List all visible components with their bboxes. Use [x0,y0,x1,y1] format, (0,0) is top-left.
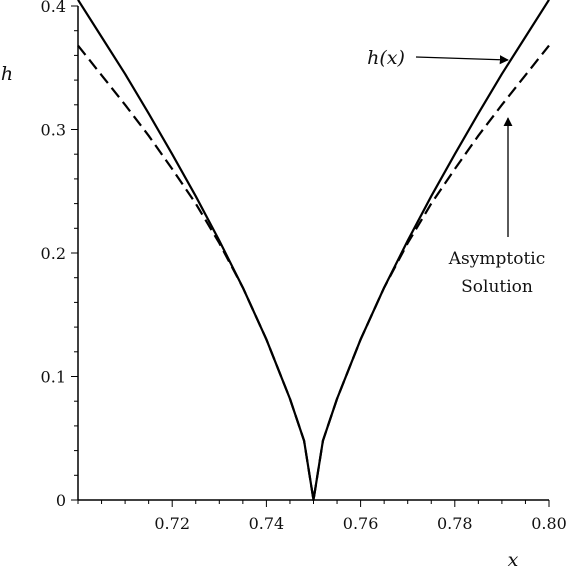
annotation-hx-label: h(x) [367,47,405,69]
x-tick-label: 0.74 [249,514,285,533]
x-tick-label: 0.72 [154,514,190,533]
x-tick-label: 0.78 [437,514,473,533]
annotation-hx-arrow [415,55,509,65]
y-axis-label: h [1,63,13,85]
y-tick-label: 0.3 [41,121,66,140]
annotation-asym: Asymptotic Solution [448,117,545,297]
x-tick-label: 0.76 [343,514,379,533]
y-tick-label: 0.4 [41,0,66,16]
y-tick-label: 0.2 [41,244,66,263]
x-axis-label: x [508,549,519,569]
annotation-asym-line2: Solution [461,277,533,297]
y-tick-label: 0 [56,491,66,510]
x-tick-label: 0.80 [531,514,567,533]
annotation-asym-line1: Asymptotic [448,249,545,269]
x-ticks: 0.72 0.74 0.76 0.78 0.80 [77,500,567,533]
series-h-line [77,0,550,502]
annotation-hx: h(x) [367,47,509,69]
y-tick-label: 0.1 [41,368,66,387]
y-ticks: 0 0.1 0.2 0.3 0.4 [41,0,78,510]
series-layer [77,0,550,502]
